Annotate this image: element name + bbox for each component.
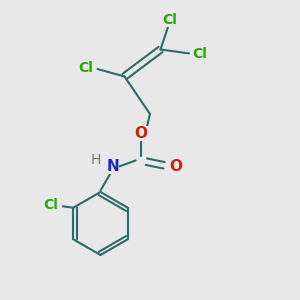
Text: O: O — [169, 159, 183, 174]
Text: Cl: Cl — [78, 61, 93, 74]
Text: N: N — [106, 159, 119, 174]
Text: Cl: Cl — [162, 13, 177, 26]
Text: H: H — [91, 153, 101, 167]
Text: Cl: Cl — [43, 198, 58, 212]
Text: O: O — [134, 126, 148, 141]
Text: Cl: Cl — [192, 47, 207, 61]
